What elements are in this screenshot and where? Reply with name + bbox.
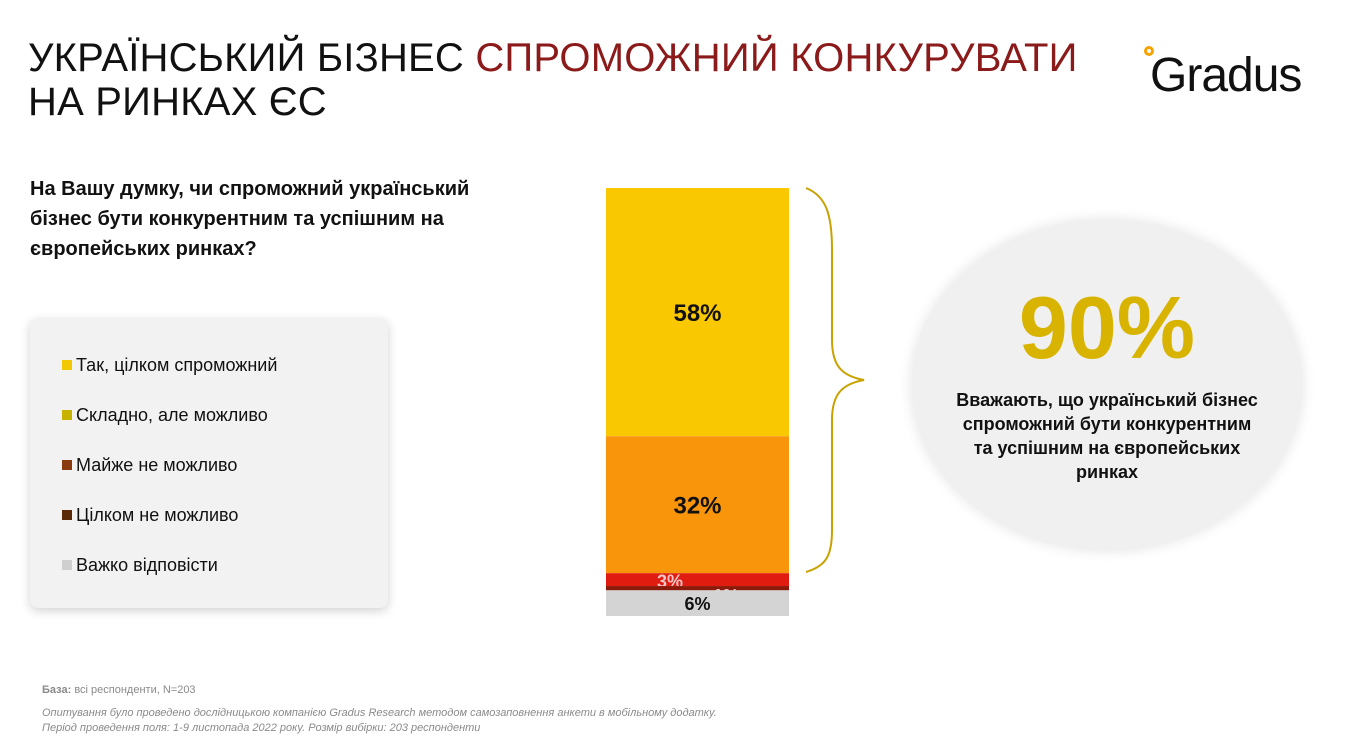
legend-label: Так, цілком спроможний — [76, 355, 278, 375]
bar-segment-hard-to-say — [606, 590, 789, 616]
summary-circle: 90% Вважають, що український бізнес спро… — [912, 220, 1302, 550]
footnote-base-label: База: — [42, 684, 72, 696]
legend-label: Важко відповісти — [76, 555, 218, 575]
survey-question: На Вашу думку, чи спроможний український… — [30, 178, 470, 260]
summary-brace — [805, 187, 865, 573]
logo-dot-icon — [1144, 46, 1154, 56]
legend-label: Цілком не можливо — [76, 505, 239, 525]
footnote-base-text: всі респонденти, N=203 — [71, 684, 196, 696]
legend-item-almost-impossible: Майже не можливо — [62, 454, 238, 476]
legend-swatch — [62, 510, 72, 520]
bar-segment-impossible — [606, 586, 789, 591]
legend-item-fully-capable: Так, цілком спроможний — [62, 354, 278, 376]
bar-label-fully-capable: 58% — [673, 300, 721, 327]
bar-segment-fully-capable — [606, 188, 789, 437]
legend-label: Складно, але можливо — [76, 405, 268, 425]
legend-label: Майже не можливо — [76, 455, 238, 475]
title-part1: УКРАЇНСЬКИЙ БІЗНЕС — [28, 36, 476, 80]
logo-text: Gradus — [1150, 49, 1302, 102]
footnote-base: База: всі респонденти, N=203 — [42, 684, 196, 696]
legend-swatch — [62, 410, 72, 420]
bar-label-difficult-possible: 32% — [673, 493, 721, 520]
summary-value: 90% — [1018, 278, 1196, 377]
gradus-logo: Gradus — [1144, 46, 1340, 106]
legend-item-impossible: Цілком не можливо — [62, 504, 239, 526]
footnote-method: Опитування було проведено дослідницькою … — [42, 706, 842, 736]
bar-segment-difficult-possible — [606, 436, 789, 574]
title-line2: НА РИНКАХ ЄС — [28, 80, 327, 124]
bar-label-hard-to-say: 6% — [684, 594, 710, 614]
page-title: УКРАЇНСЬКИЙ БІЗНЕС СПРОМОЖНИЙ КОНКУРУВАТ… — [28, 36, 1078, 124]
summary-text: Вважають, що український бізнес спроможн… — [956, 390, 1258, 482]
bar-segment-almost-impossible — [606, 573, 789, 587]
legend: Так, цілком спроможний Складно, але можл… — [30, 318, 388, 608]
footnote-period-text: Період проведення поля: 1-9 листопада 20… — [42, 722, 481, 734]
legend-item-hard-to-say: Важко відповісти — [62, 554, 218, 576]
legend-swatch — [62, 360, 72, 370]
legend-swatch — [62, 460, 72, 470]
legend-item-difficult-possible: Складно, але можливо — [62, 404, 268, 426]
footnote-method-text: Опитування було проведено дослідницькою … — [42, 707, 717, 719]
title-accent: СПРОМОЖНИЙ КОНКУРУВАТИ — [475, 36, 1078, 80]
legend-swatch — [62, 560, 72, 570]
